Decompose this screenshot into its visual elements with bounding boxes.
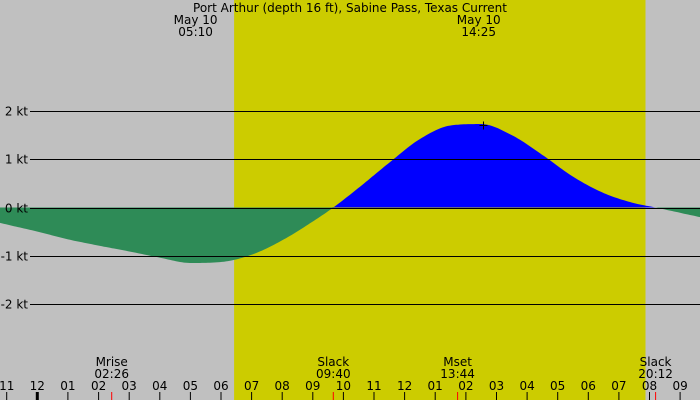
hour-tick-label: 10 [336, 379, 351, 393]
hour-tick-label: 03 [489, 379, 504, 393]
hour-tick-label: 08 [642, 379, 657, 393]
hour-tick-label: 12 [30, 379, 45, 393]
hour-tick-label: 02 [458, 379, 473, 393]
sun-event-time: 05:10 [178, 25, 213, 39]
y-gridlines [30, 111, 700, 305]
chart-title: Port Arthur (depth 16 ft), Sabine Pass, … [193, 1, 507, 15]
x-axis-hour-labels: 11 12 01 02 03 04 05 06 07 08 09 10 11 12 01 02 03 04 05 06… [0, 379, 688, 400]
hour-tick-label: 06 [213, 379, 228, 393]
hour-tick-label: 04 [519, 379, 534, 393]
event-name: Slack [317, 355, 349, 369]
hour-tick-label: 08 [275, 379, 290, 393]
hour-tick-label: 06 [581, 379, 596, 393]
hour-tick-label: 07 [611, 379, 626, 393]
hour-tick-label: 12 [397, 379, 412, 393]
hour-tick-label: 05 [183, 379, 198, 393]
hour-tick-label: 01 [428, 379, 443, 393]
y-tick-label: -1 kt [1, 250, 29, 264]
hour-tick-label: 07 [244, 379, 259, 393]
max-current-marker [479, 121, 488, 130]
y-tick-label: 1 kt [5, 153, 28, 167]
event-name: Mrise [96, 355, 128, 369]
flood-current-area [0, 124, 700, 208]
event-time: 20:12 [638, 367, 673, 381]
y-tick-label: -2 kt [1, 298, 29, 312]
hour-tick-label: 09 [672, 379, 687, 393]
hour-tick-label: 03 [122, 379, 137, 393]
event-name: Slack [640, 355, 672, 369]
hour-tick-label: 09 [305, 379, 320, 393]
hour-tick-label: 02 [91, 379, 106, 393]
y-axis-labels: 2 kt 1 kt 0 kt -1 kt -2 kt [1, 105, 29, 312]
y-tick-label: 2 kt [5, 105, 28, 119]
event-name: Mset [443, 355, 472, 369]
hour-tick-label: 11 [0, 379, 14, 393]
hour-tick-label: 01 [60, 379, 75, 393]
y-tick-label: 0 kt [5, 202, 28, 216]
hour-tick-label: 05 [550, 379, 565, 393]
sun-event-date: May 10 [457, 13, 501, 27]
sun-event-time: 14:25 [461, 25, 496, 39]
event-time: 09:40 [316, 367, 351, 381]
hour-tick-label: 11 [366, 379, 381, 393]
hour-tick-label: 04 [152, 379, 167, 393]
ebb-current-area [0, 207, 700, 263]
event-time: 02:26 [94, 367, 129, 381]
sun-event-date: May 10 [174, 13, 218, 27]
event-time: 13:44 [440, 367, 475, 381]
